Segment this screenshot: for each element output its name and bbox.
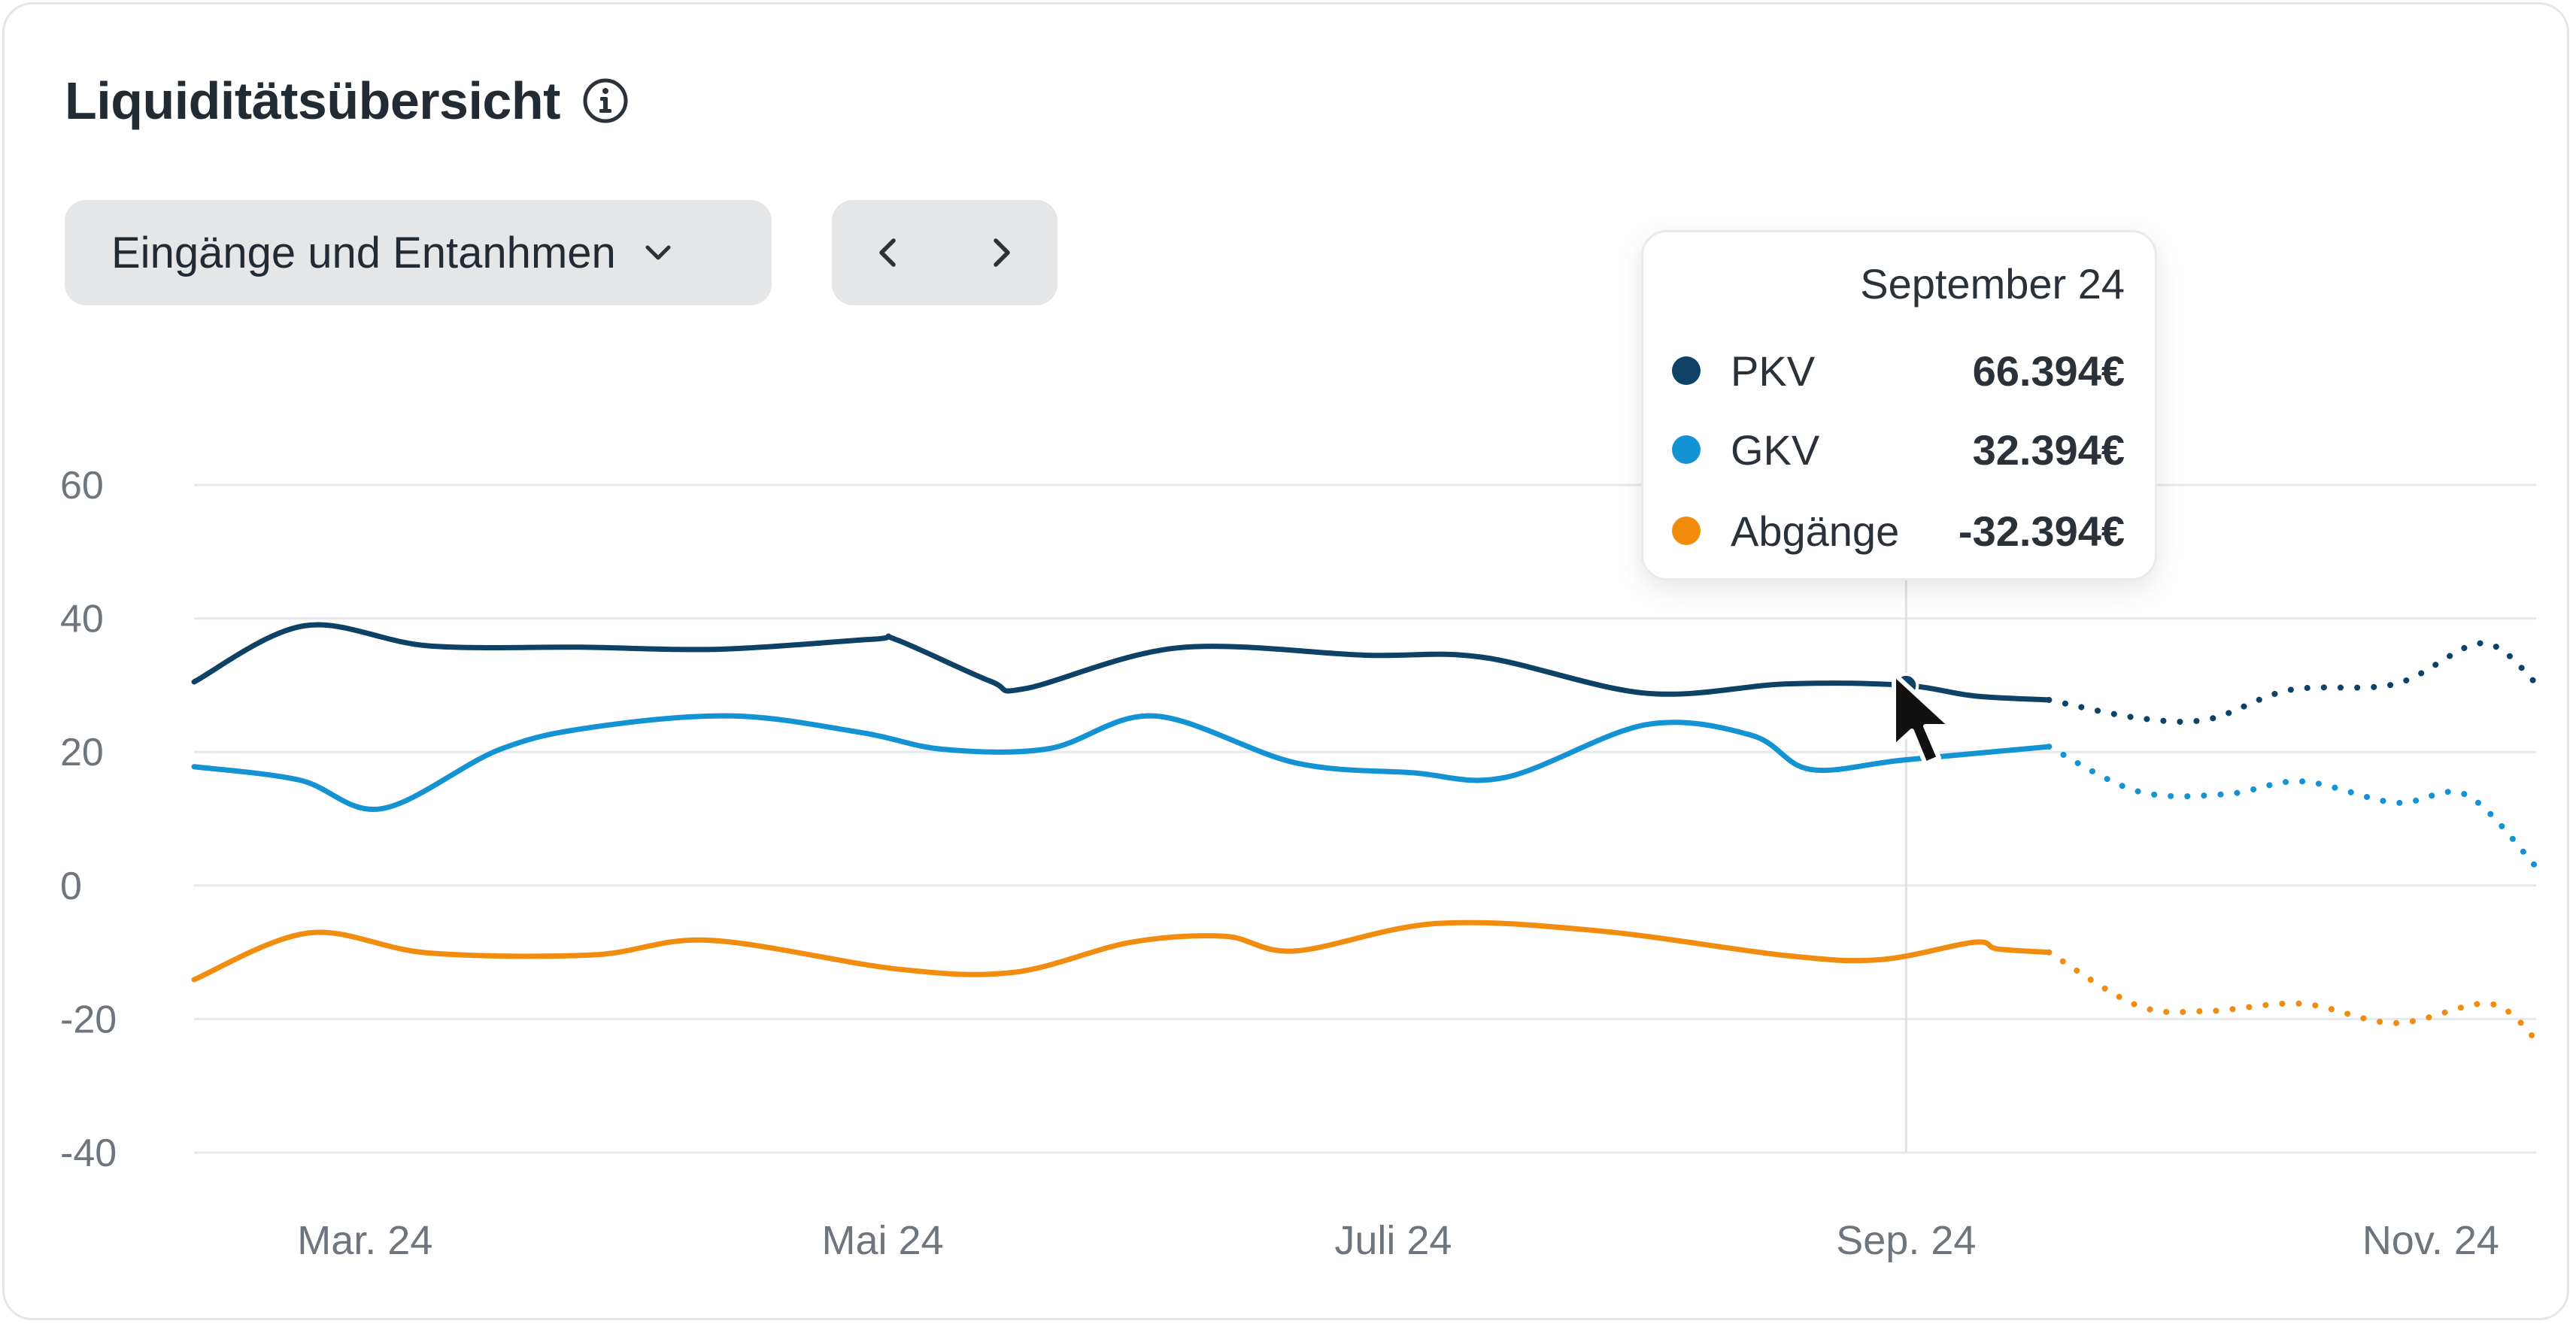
x-tick-label: Nov. 24 [2362, 1218, 2499, 1263]
period-pager [832, 200, 1057, 305]
legend-dot-pkv [1672, 356, 1701, 385]
chevron-down-icon [639, 233, 678, 272]
tooltip-series-name: Abgänge [1731, 507, 1900, 555]
tooltip-series-value: 66.394€ [1972, 347, 2125, 395]
x-tick-label: Sep. 24 [1836, 1218, 1976, 1263]
x-tick-label: Juli 24 [1334, 1218, 1452, 1263]
y-tick-label: 0 [60, 865, 82, 908]
x-tick-label: Mar. 24 [297, 1218, 432, 1263]
y-tick-label: 60 [60, 464, 104, 507]
chart-tooltip: September 24 PKV 66.394€ GKV 32.394€ Abg… [1641, 230, 2157, 580]
page-title: Liquiditätsübersicht [65, 71, 560, 130]
next-period-button[interactable] [945, 200, 1057, 305]
tooltip-series-name: GKV [1731, 426, 1820, 474]
series-filter-dropdown[interactable]: Eingänge und Entanhmen [65, 200, 772, 305]
tooltip-row-pkv: PKV 66.394€ [1672, 341, 2125, 401]
x-axis: Mar. 24 Mai 24 Juli 24 Sep. 24 Nov. 24 [297, 1218, 2499, 1263]
tooltip-row-gkv: GKV 32.394€ [1672, 420, 2125, 480]
y-tick-label: 20 [60, 731, 104, 774]
tooltip-title: September 24 [1860, 260, 2125, 308]
tooltip-series-name: PKV [1731, 347, 1816, 395]
series-forecast-abgnge[interactable] [2046, 949, 2539, 1043]
chevron-right-icon [994, 238, 1010, 267]
series-forecast-gkv[interactable] [2046, 744, 2539, 870]
mouse-cursor-icon [1892, 671, 1953, 766]
dropdown-label: Eingänge und Entanhmen [111, 228, 616, 277]
header: Liquiditätsübersicht [65, 71, 630, 131]
tooltip-row-abgaenge: Abgänge -32.394€ [1672, 501, 2125, 561]
series-lines [191, 622, 2539, 1043]
x-tick-label: Mai 24 [821, 1218, 943, 1263]
series-line-abgnge[interactable] [191, 920, 2052, 983]
series-line-gkv[interactable] [191, 713, 2052, 812]
series-line-pkv[interactable] [191, 622, 2052, 703]
y-tick-label: -20 [60, 998, 117, 1041]
tooltip-series-value: -32.394€ [1958, 507, 2125, 555]
series-forecast-pkv[interactable] [2046, 640, 2539, 725]
y-tick-label: -40 [60, 1132, 117, 1175]
grid [194, 483, 2536, 1154]
legend-dot-abgaenge [1672, 517, 1701, 545]
y-tick-label: 40 [60, 598, 104, 641]
chevron-left-icon [879, 238, 896, 267]
legend-dot-gkv [1672, 435, 1701, 464]
y-axis: 60 40 20 0 -20 -40 [60, 464, 117, 1175]
tooltip-series-value: 32.394€ [1972, 426, 2125, 474]
info-icon[interactable] [581, 77, 630, 125]
previous-period-button[interactable] [832, 200, 945, 305]
